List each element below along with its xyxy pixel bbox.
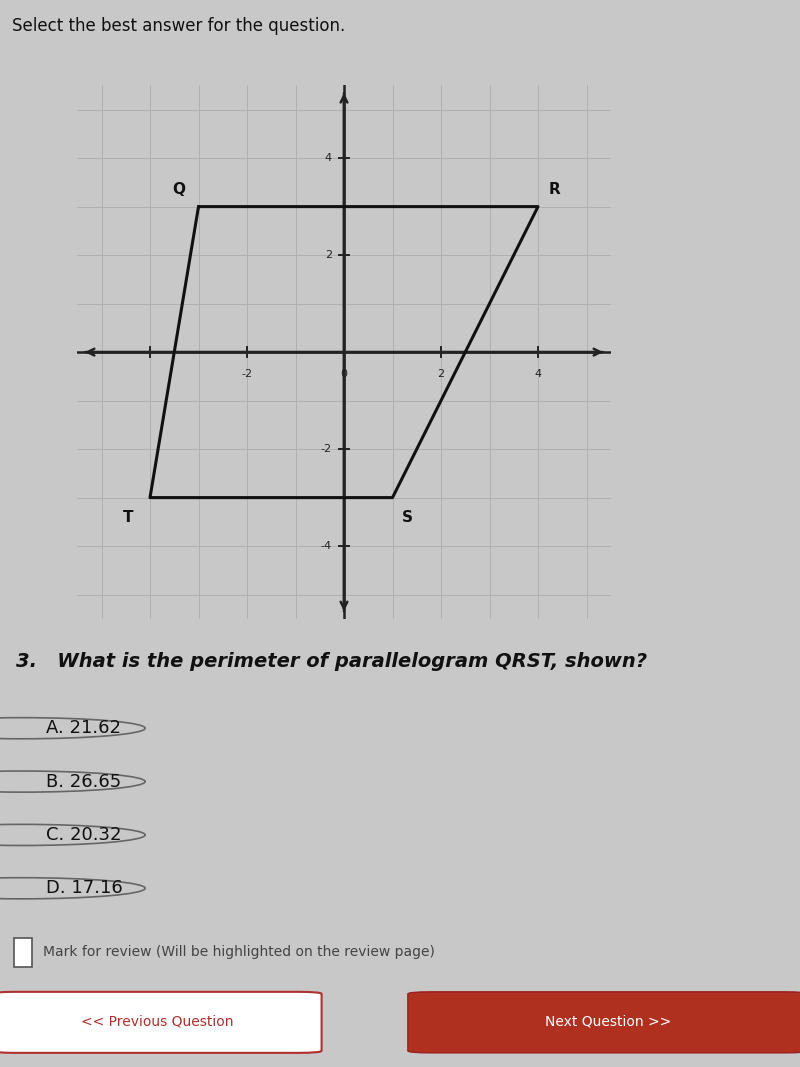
Text: B. 26.65: B. 26.65 [46,773,122,791]
Text: S: S [402,510,413,525]
Text: C. 20.32: C. 20.32 [46,826,122,844]
Text: 3.   What is the perimeter of parallelogram QRST, shown?: 3. What is the perimeter of parallelogra… [16,652,647,671]
FancyBboxPatch shape [0,992,322,1053]
Text: T: T [123,510,134,525]
Text: -4: -4 [321,541,332,552]
Text: 0: 0 [341,369,347,379]
Text: A. 21.62: A. 21.62 [46,719,121,737]
Text: 4: 4 [325,153,332,163]
Text: Select the best answer for the question.: Select the best answer for the question. [12,17,346,35]
Text: -2: -2 [242,369,253,379]
Text: D. 17.16: D. 17.16 [46,879,123,897]
FancyBboxPatch shape [408,992,800,1053]
Text: << Previous Question: << Previous Question [81,1015,234,1029]
Text: R: R [549,182,561,197]
Text: Next Question >>: Next Question >> [545,1015,671,1029]
Text: Mark for review (Will be highlighted on the review page): Mark for review (Will be highlighted on … [43,945,435,959]
Text: Q: Q [173,182,186,197]
Text: 4: 4 [534,369,542,379]
Bar [14,938,31,967]
Text: 2: 2 [438,369,445,379]
Text: 2: 2 [325,250,332,260]
Text: -2: -2 [321,444,332,455]
